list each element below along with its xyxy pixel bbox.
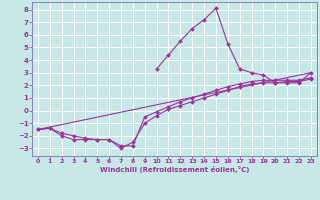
X-axis label: Windchill (Refroidissement éolien,°C): Windchill (Refroidissement éolien,°C) [100, 166, 249, 173]
